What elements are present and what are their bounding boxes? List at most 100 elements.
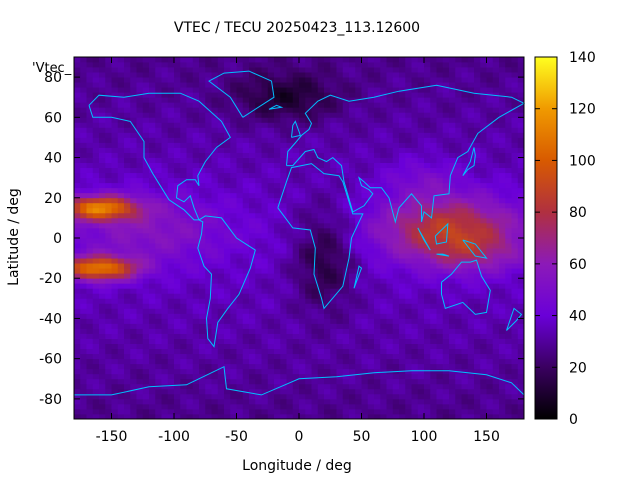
heatmap-cell	[474, 268, 481, 274]
heatmap-cell	[317, 403, 325, 410]
heatmap-cell	[299, 82, 306, 88]
heatmap-cell	[436, 122, 444, 128]
heatmap-cell	[149, 177, 156, 184]
heatmap-cell	[467, 177, 475, 184]
heatmap-cell	[486, 102, 494, 108]
heatmap-cell	[386, 92, 394, 98]
heatmap-cell	[80, 87, 87, 93]
heatmap-cell	[99, 288, 106, 294]
heatmap-cell	[161, 373, 169, 380]
heatmap-cell	[374, 248, 381, 254]
heatmap-cell	[292, 363, 300, 370]
heatmap-cell	[274, 232, 281, 239]
heatmap-cell	[130, 162, 137, 169]
heatmap-cell	[349, 82, 356, 88]
heatmap-cell	[292, 248, 300, 254]
heatmap-cell	[174, 293, 181, 299]
heatmap-cell	[505, 273, 512, 279]
heatmap-cell	[455, 363, 462, 370]
heatmap-cell	[467, 227, 475, 234]
heatmap-cell	[299, 328, 306, 334]
heatmap-cell	[280, 268, 287, 274]
heatmap-cell	[286, 182, 294, 189]
heatmap-cell	[167, 283, 175, 289]
heatmap-cell	[430, 253, 437, 259]
heatmap-cell	[261, 283, 269, 289]
heatmap-cell	[417, 408, 425, 415]
heatmap-cell	[511, 333, 519, 339]
heatmap-cell	[392, 283, 400, 289]
heatmap-cell	[149, 172, 156, 179]
heatmap-cell	[405, 253, 412, 259]
heatmap-cell	[286, 82, 294, 88]
heatmap-cell	[86, 298, 94, 304]
heatmap-cell	[517, 383, 525, 390]
heatmap-cell	[180, 383, 187, 390]
heatmap-cell	[380, 127, 387, 133]
heatmap-cell	[230, 232, 237, 239]
heatmap-cell	[149, 97, 156, 103]
heatmap-cell	[117, 273, 125, 279]
heatmap-cell	[211, 358, 219, 365]
heatmap-cell	[436, 217, 444, 224]
heatmap-cell	[480, 152, 487, 158]
heatmap-cell	[511, 192, 519, 199]
heatmap-cell	[167, 172, 175, 179]
heatmap-cell	[349, 202, 356, 209]
heatmap-cell	[80, 167, 87, 174]
heatmap-cell	[374, 268, 381, 274]
heatmap-cell	[86, 333, 94, 339]
heatmap-cell	[380, 197, 387, 204]
heatmap-cell	[405, 348, 412, 355]
heatmap-cell	[324, 408, 331, 415]
heatmap-cell	[317, 413, 325, 420]
heatmap-cell	[449, 142, 456, 148]
heatmap-cell	[324, 207, 331, 214]
heatmap-cell	[242, 137, 250, 143]
heatmap-cell	[517, 112, 525, 118]
heatmap-cell	[86, 368, 94, 375]
heatmap-cell	[74, 253, 81, 259]
heatmap-cell	[480, 413, 487, 420]
heatmap-cell	[80, 197, 87, 204]
heatmap-cell	[424, 152, 431, 158]
heatmap-cell	[167, 212, 175, 219]
heatmap-cell	[149, 197, 156, 204]
heatmap-cell	[486, 207, 494, 214]
heatmap-cell	[199, 202, 206, 209]
heatmap-cell	[86, 393, 94, 400]
heatmap-cell	[167, 187, 175, 194]
heatmap-cell	[136, 413, 144, 420]
heatmap-cell	[111, 383, 119, 390]
heatmap-cell	[292, 92, 300, 98]
heatmap-cell	[74, 182, 81, 189]
heatmap-cell	[142, 132, 150, 138]
heatmap-cell	[449, 393, 456, 400]
heatmap-cell	[105, 87, 112, 93]
heatmap-cell	[467, 82, 475, 88]
heatmap-cell	[105, 117, 112, 123]
heatmap-cell	[136, 87, 144, 93]
heatmap-cell	[249, 152, 256, 158]
heatmap-cell	[299, 338, 306, 344]
heatmap-cell	[80, 363, 87, 370]
heatmap-cell	[405, 152, 412, 158]
heatmap-cell	[80, 142, 87, 148]
heatmap-cell	[167, 368, 175, 375]
heatmap-cell	[411, 97, 419, 103]
heatmap-cell	[74, 368, 81, 375]
heatmap-cell	[305, 147, 312, 153]
heatmap-cell	[86, 197, 94, 204]
heatmap-cell	[186, 263, 194, 269]
heatmap-cell	[142, 323, 150, 329]
heatmap-cell	[492, 202, 500, 209]
heatmap-cell	[499, 207, 506, 214]
heatmap-cell	[405, 288, 412, 294]
heatmap-cell	[299, 217, 306, 224]
heatmap-cell	[492, 343, 500, 350]
heatmap-cell	[442, 318, 450, 324]
heatmap-cell	[261, 238, 269, 244]
heatmap-cell	[330, 248, 337, 254]
heatmap-cell	[461, 177, 469, 184]
heatmap-cell	[517, 398, 525, 405]
